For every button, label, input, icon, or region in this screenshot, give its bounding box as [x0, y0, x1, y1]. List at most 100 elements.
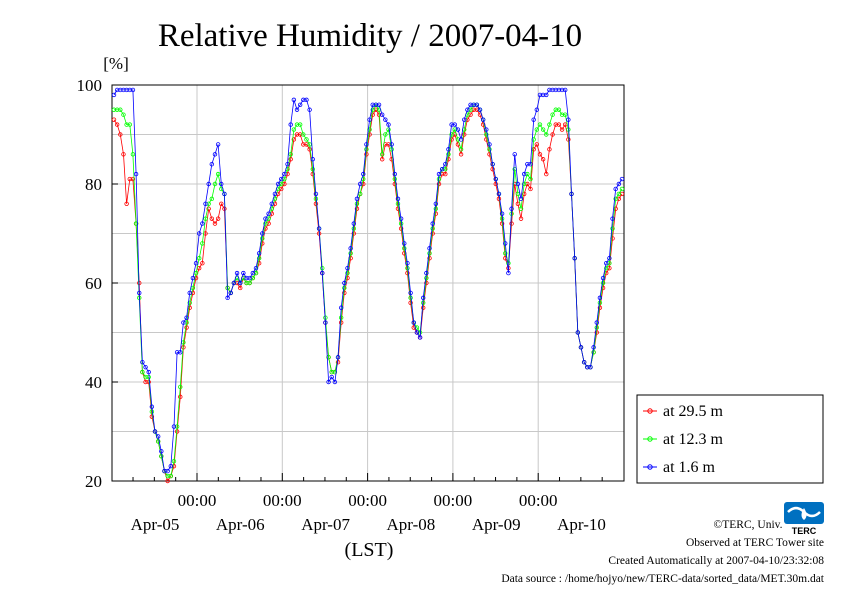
data-point: [402, 246, 407, 251]
data-point: [613, 186, 618, 192]
data-point: [443, 171, 448, 177]
legend-label: at 1.6 m: [663, 459, 716, 476]
data-point: [392, 171, 398, 177]
data-point: [443, 161, 448, 167]
data-point: [332, 369, 338, 375]
data-point: [256, 251, 262, 256]
data-point: [184, 320, 189, 325]
x-axis-label: (LST): [345, 539, 394, 561]
data-point: [379, 152, 385, 157]
data-point: [373, 107, 379, 112]
data-point: [487, 147, 492, 152]
x-axis-ticks: 00:00 00:00 00:00 00:00 00:00 Apr-05 Apr-06 Apr…: [131, 473, 606, 534]
data-point: [506, 270, 511, 276]
data-point: [439, 166, 445, 172]
data-point: [540, 92, 546, 98]
data-point: [329, 369, 334, 375]
data-point: [427, 246, 432, 251]
data-point: [616, 191, 622, 197]
data-point: [361, 171, 366, 177]
data-point: [525, 181, 530, 187]
data-point: [279, 186, 284, 192]
data-point: [140, 369, 145, 375]
data-point: [282, 176, 287, 182]
data-point: [140, 360, 145, 365]
data-point: [421, 295, 426, 301]
data-point: [304, 137, 309, 142]
data-point: [203, 216, 208, 221]
data-point: [253, 270, 259, 276]
legend-label: at 29.5 m: [663, 403, 724, 420]
data-point: [468, 102, 473, 107]
data-point: [114, 122, 120, 127]
data-point: [121, 112, 126, 117]
data-point: [111, 117, 117, 122]
data-point: [326, 379, 331, 385]
x-tick-date: Apr-07: [301, 515, 350, 534]
data-point: [600, 275, 606, 281]
data-point: [559, 87, 565, 93]
logo-text: TERC: [792, 526, 817, 536]
data-point: [525, 171, 530, 177]
data-point: [219, 201, 224, 206]
data-point: [206, 181, 211, 187]
data-point: [155, 434, 161, 439]
data-point: [118, 132, 123, 137]
data-point: [178, 384, 183, 390]
data-point: [474, 102, 480, 107]
data-point: [480, 117, 486, 122]
data-point: [212, 152, 218, 157]
data-point: [616, 196, 622, 202]
data-point: [455, 137, 461, 142]
data-point: [253, 265, 259, 271]
data-point: [395, 201, 401, 206]
data-point: [575, 330, 581, 335]
data-point: [553, 122, 558, 127]
data-point: [537, 152, 543, 157]
data-point: [200, 261, 205, 266]
data-point: [559, 127, 565, 132]
data-point: [566, 117, 571, 122]
data-point: [458, 152, 464, 157]
data-point: [531, 137, 536, 142]
data-point: [383, 117, 388, 122]
data-point: [556, 87, 562, 93]
data-point: [367, 127, 372, 132]
data-point: [266, 211, 271, 216]
data-point: [111, 107, 117, 112]
data-point: [285, 161, 290, 167]
data-point: [143, 374, 148, 380]
data-point: [563, 112, 568, 117]
data-point: [294, 107, 300, 112]
series-2: [111, 87, 625, 474]
data-point: [436, 171, 442, 177]
data-point: [424, 270, 429, 276]
data-point: [266, 221, 271, 226]
data-point: [171, 424, 177, 429]
data-point: [203, 201, 208, 206]
data-point: [234, 270, 240, 276]
data-point: [585, 364, 590, 370]
data-point: [452, 127, 457, 132]
data-point: [133, 221, 139, 226]
data-point: [241, 270, 246, 276]
data-point: [351, 226, 357, 231]
data-point: [553, 107, 558, 112]
data-point: [291, 97, 297, 103]
data-point: [301, 142, 306, 147]
data-point: [332, 379, 338, 385]
data-point: [342, 285, 347, 291]
data-point: [547, 147, 552, 152]
data-point: [616, 181, 622, 187]
data-point: [433, 206, 439, 211]
data-point: [159, 449, 164, 454]
data-point: [316, 226, 322, 231]
data-point: [534, 107, 540, 112]
data-point: [335, 360, 341, 365]
data-point: [462, 132, 467, 137]
terc-logo-icon: TERC: [782, 500, 826, 536]
credit-observed: Observed at TERC Tower site: [685, 537, 824, 549]
data-point: [244, 275, 249, 281]
data-point: [531, 117, 536, 122]
x-tick-time: 00:00: [348, 491, 387, 510]
